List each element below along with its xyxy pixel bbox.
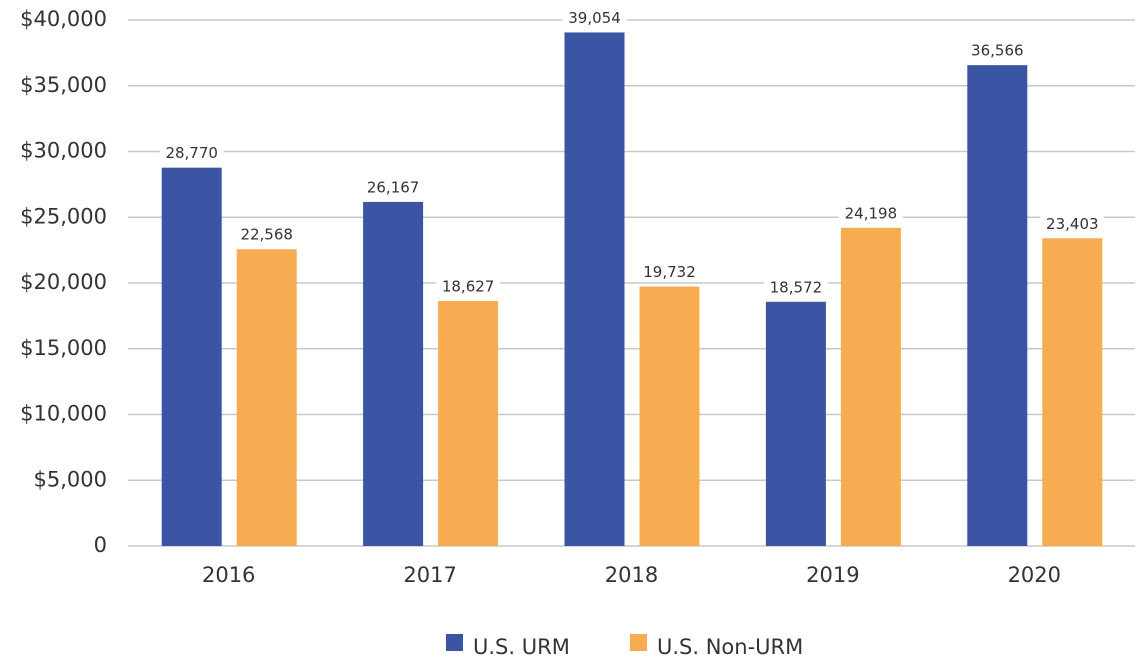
value-label: 24,198	[845, 204, 898, 222]
value-label: 19,732	[643, 263, 696, 281]
x-tick-label: 2017	[403, 563, 456, 587]
x-tick-label: 2018	[605, 563, 658, 587]
value-label-bg	[838, 202, 903, 223]
value-label-bg	[562, 7, 627, 28]
value-label-bg	[234, 224, 299, 245]
y-tick-label: $20,000	[20, 270, 107, 294]
x-tick-label: 2019	[806, 563, 859, 587]
bar	[236, 249, 297, 546]
x-tick-label: 2016	[202, 563, 255, 587]
bar	[363, 201, 424, 547]
value-label-bg	[436, 276, 501, 297]
bar	[564, 32, 625, 547]
y-tick-label: $35,000	[20, 73, 107, 97]
value-label: 36,566	[971, 42, 1024, 60]
legend-label: U.S. URM	[473, 635, 570, 659]
value-label-bg	[763, 276, 828, 297]
value-label: 28,770	[165, 144, 218, 162]
value-label-bg	[1040, 213, 1105, 234]
y-tick-label: 0	[94, 533, 107, 557]
value-label-bg	[361, 176, 426, 197]
value-label-bg	[965, 40, 1030, 61]
value-label: 26,167	[367, 178, 420, 196]
value-label-bg	[637, 261, 702, 282]
value-label-bg	[159, 142, 224, 163]
legend-swatch	[446, 634, 463, 651]
bar	[840, 227, 901, 546]
y-tick-label: $40,000	[20, 7, 107, 31]
value-label: 18,627	[442, 278, 495, 296]
bar	[639, 286, 700, 546]
bar	[967, 65, 1028, 546]
y-tick-label: $5,000	[34, 467, 107, 491]
bar	[161, 167, 222, 546]
legend-swatch	[630, 634, 647, 651]
value-label: 23,403	[1046, 215, 1099, 233]
value-label: 39,054	[568, 9, 621, 27]
legend-label: U.S. Non-URM	[657, 635, 803, 659]
y-tick-label: $30,000	[20, 139, 107, 163]
y-tick-label: $15,000	[20, 336, 107, 360]
bar	[765, 301, 826, 546]
x-tick-label: 2020	[1008, 563, 1061, 587]
bar	[1042, 238, 1103, 546]
value-label: 22,568	[240, 226, 293, 244]
bar	[438, 301, 499, 546]
y-tick-label: $10,000	[20, 402, 107, 426]
value-label: 18,572	[770, 278, 823, 296]
y-tick-label: $25,000	[20, 204, 107, 228]
